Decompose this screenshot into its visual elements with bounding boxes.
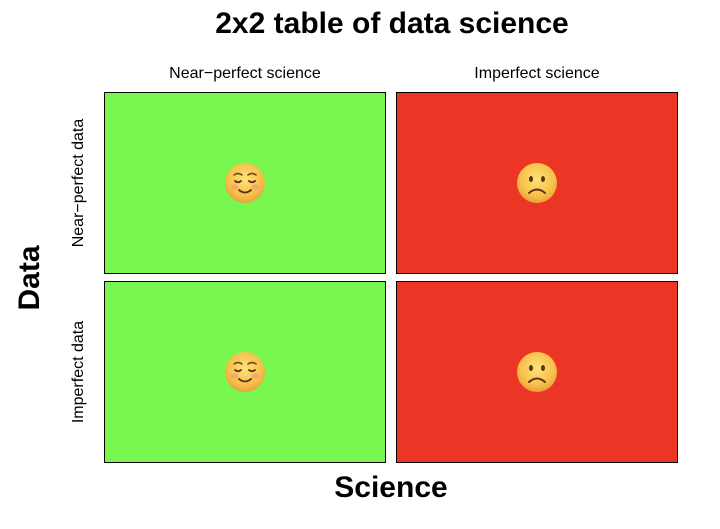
frowning-face-icon	[517, 352, 557, 392]
row-label-imperfect-data: Imperfect data	[70, 320, 87, 424]
column-label-near-perfect-science: Near−perfect science	[169, 65, 321, 82]
row-label-wrap-near-perfect-data: Near−perfect data	[66, 92, 92, 274]
smiling-face-icon	[225, 163, 265, 203]
y-axis-label: Data	[13, 244, 46, 311]
cell-near-perfect-data-imperfect-science	[396, 92, 678, 274]
frowning-face-icon	[517, 163, 557, 203]
column-label-imperfect-science: Imperfect science	[474, 65, 600, 82]
y-axis-label-wrap: Data	[10, 92, 50, 463]
row-label-wrap-imperfect-data: Imperfect data	[66, 281, 92, 463]
cell-near-perfect-data-near-perfect-science	[104, 92, 386, 274]
row-label-near-perfect-data: Near−perfect data	[70, 118, 87, 248]
smiling-face-icon	[225, 352, 265, 392]
x-axis-label: Science	[334, 471, 448, 504]
chart-title: 2x2 table of data science	[215, 7, 569, 40]
cell-imperfect-data-imperfect-science	[396, 281, 678, 463]
cell-imperfect-data-near-perfect-science	[104, 281, 386, 463]
